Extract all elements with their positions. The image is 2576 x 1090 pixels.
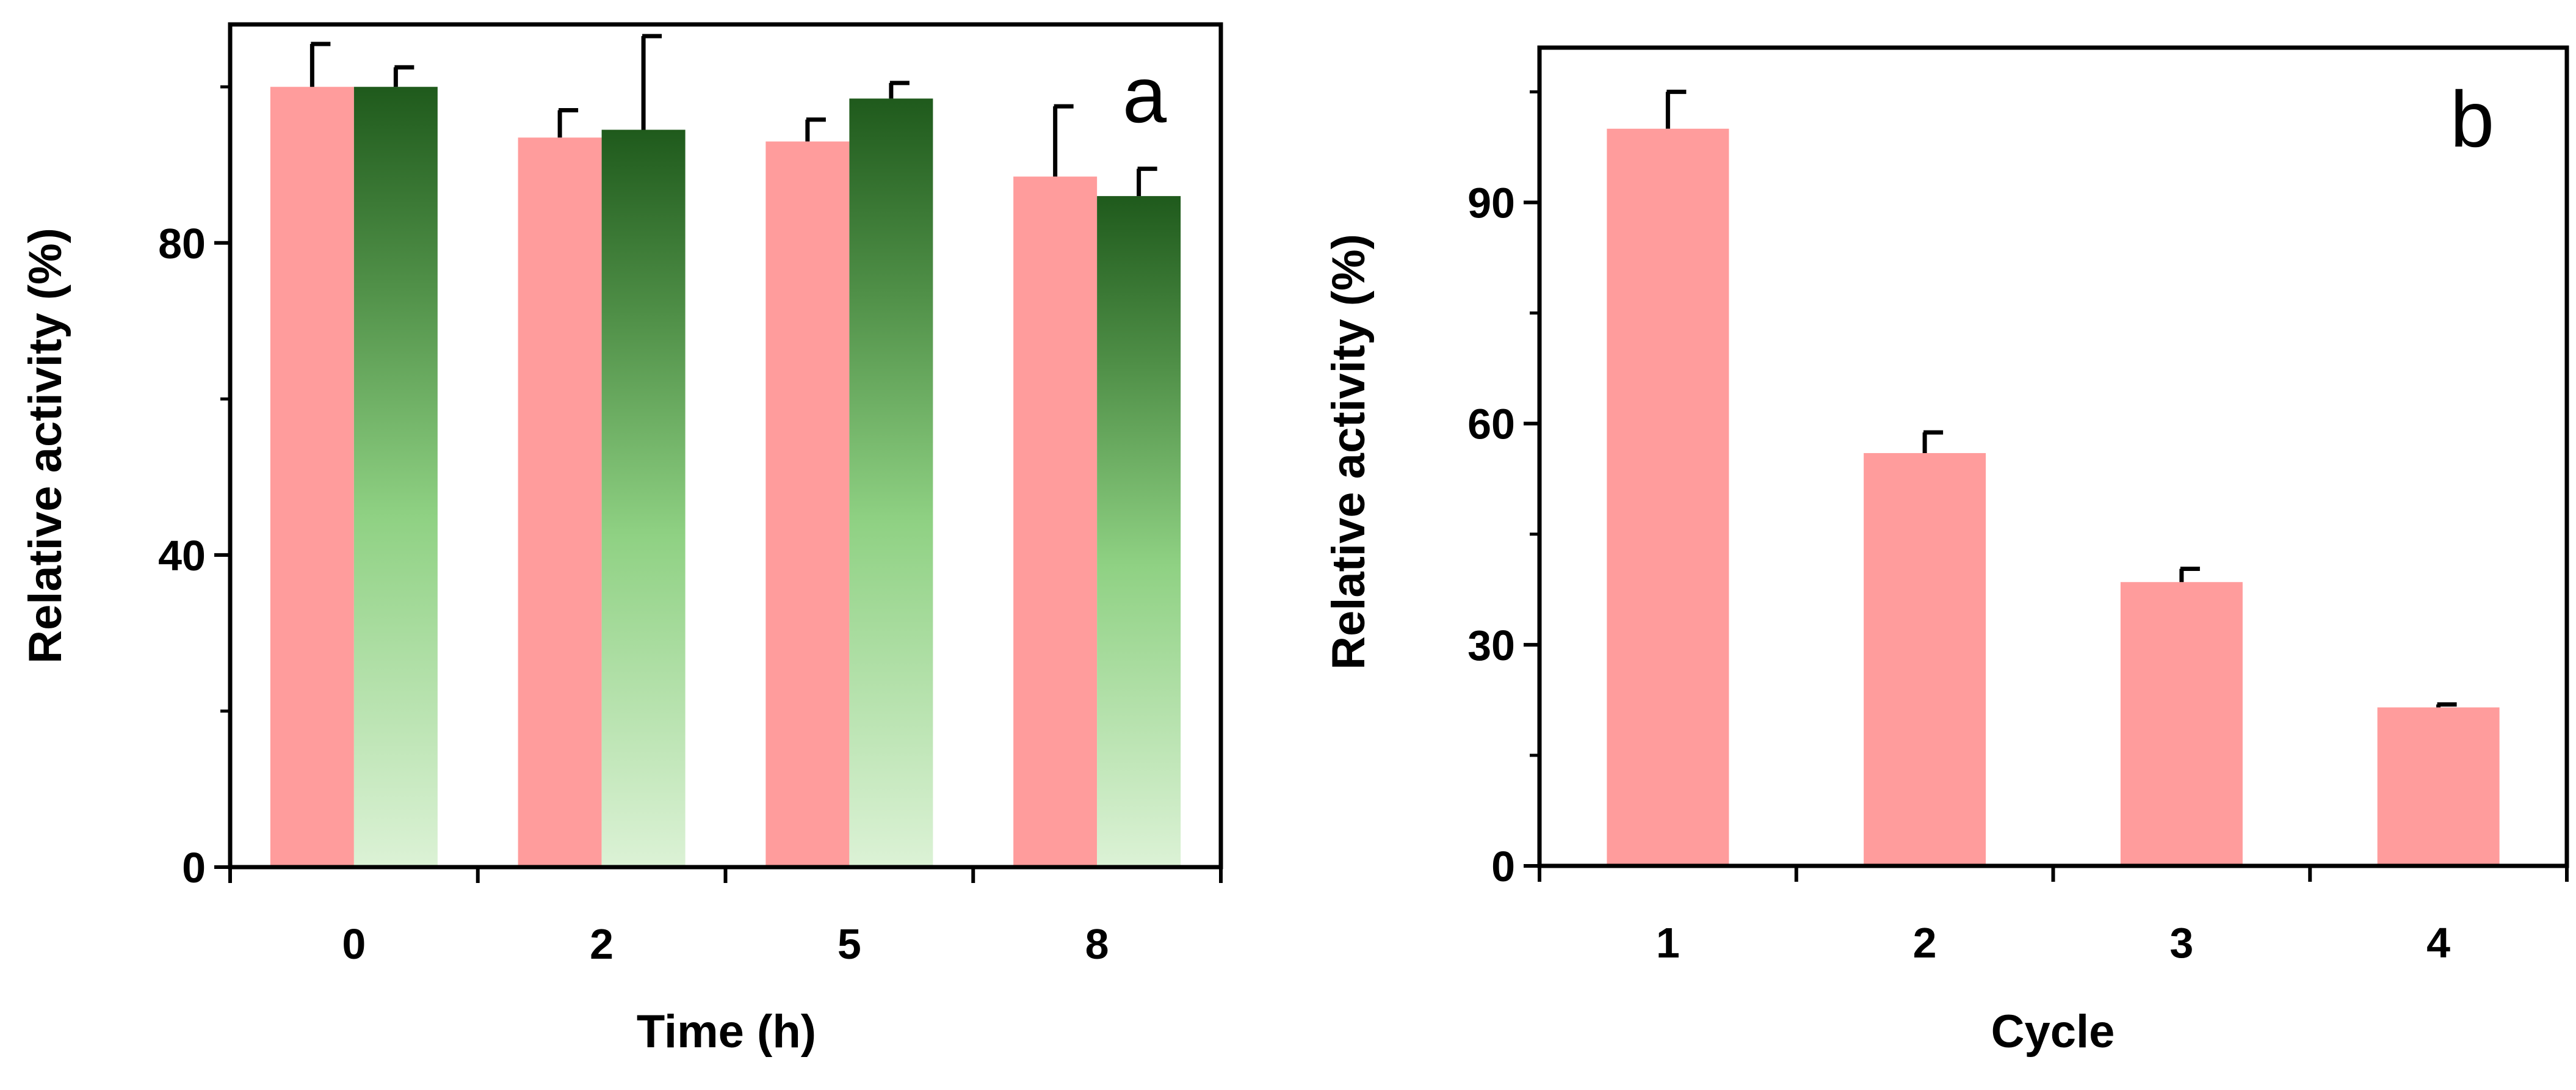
- bar-pa-series-1-2: [518, 137, 602, 867]
- y-ticks-panel-a: 0 40 80: [158, 85, 230, 892]
- bar-pa-series-1-5: [765, 141, 850, 868]
- plot-frame-panel-a: [228, 22, 1223, 870]
- bar-pb-series-1-3: [2120, 582, 2243, 866]
- y-tick-label-pb-30: 30: [1467, 622, 1515, 669]
- x-tick-label-pb-4: 4: [2426, 919, 2450, 967]
- y-axis-title-panel-b: Relative activity (%): [1323, 234, 1375, 670]
- bar-pb-series-1-2: [1864, 452, 1986, 866]
- bar-pa-series-2-0: [353, 87, 438, 868]
- bar-pa-series-1-0: [270, 87, 354, 868]
- bar-group-panel-b: [1607, 128, 2500, 867]
- panel-letter-b: b: [2450, 74, 2494, 164]
- x-ticks-panel-b: 1 2 3 4: [1538, 866, 2569, 967]
- y-tick-label-pb-60: 60: [1467, 401, 1515, 448]
- x-tick-label-pb-2: 2: [1913, 919, 1937, 967]
- bar-pb-series-1-4: [2377, 707, 2500, 866]
- y-tick-label-pb-0: 0: [1491, 843, 1515, 890]
- chart-panel-a: 0 40 80 0 2 5 8 a Time (h) Relative activity …: [20, 22, 1223, 1058]
- y-tick-label-pa-80: 80: [158, 220, 206, 267]
- error-bars-panel-a: [309, 34, 1157, 197]
- x-tick-label-pa-8: 8: [1085, 920, 1109, 968]
- plot-frame-panel-b: [1537, 45, 2569, 868]
- bar-pa-series-2-2: [601, 129, 686, 867]
- x-tick-label-pa-2: 2: [590, 920, 613, 968]
- error-bars-panel-b: [1665, 89, 2457, 708]
- bar-pa-series-2-5: [849, 98, 933, 867]
- panel-letter-a: a: [1123, 50, 1167, 139]
- y-tick-label-pa-40: 40: [158, 532, 206, 580]
- x-axis-title-panel-b: Cycle: [1991, 1006, 2115, 1058]
- y-axis-title-panel-a: Relative activity (%): [20, 228, 71, 664]
- x-ticks-panel-a: 0 2 5 8: [228, 867, 1223, 968]
- x-tick-label-pa-0: 0: [342, 920, 366, 968]
- x-tick-label-pa-5: 5: [838, 920, 861, 968]
- chart-panel-b: 0 30 60 90 1 2 3 4 b Cycle Relative activity (…: [1323, 45, 2569, 1058]
- bar-pa-series-2-8: [1097, 196, 1181, 868]
- x-tick-label-pb-1: 1: [1656, 919, 1680, 967]
- bar-pa-series-1-8: [1013, 176, 1098, 868]
- y-tick-label-pb-90: 90: [1467, 180, 1515, 227]
- bar-pb-series-1-1: [1607, 128, 1729, 867]
- bar-group-panel-a: [270, 87, 1181, 868]
- y-tick-label-pa-0: 0: [182, 844, 206, 892]
- x-tick-label-pb-3: 3: [2169, 919, 2193, 967]
- y-ticks-panel-b: 0 30 60 90: [1467, 90, 1539, 890]
- x-axis-title-panel-a: Time (h): [637, 1006, 816, 1058]
